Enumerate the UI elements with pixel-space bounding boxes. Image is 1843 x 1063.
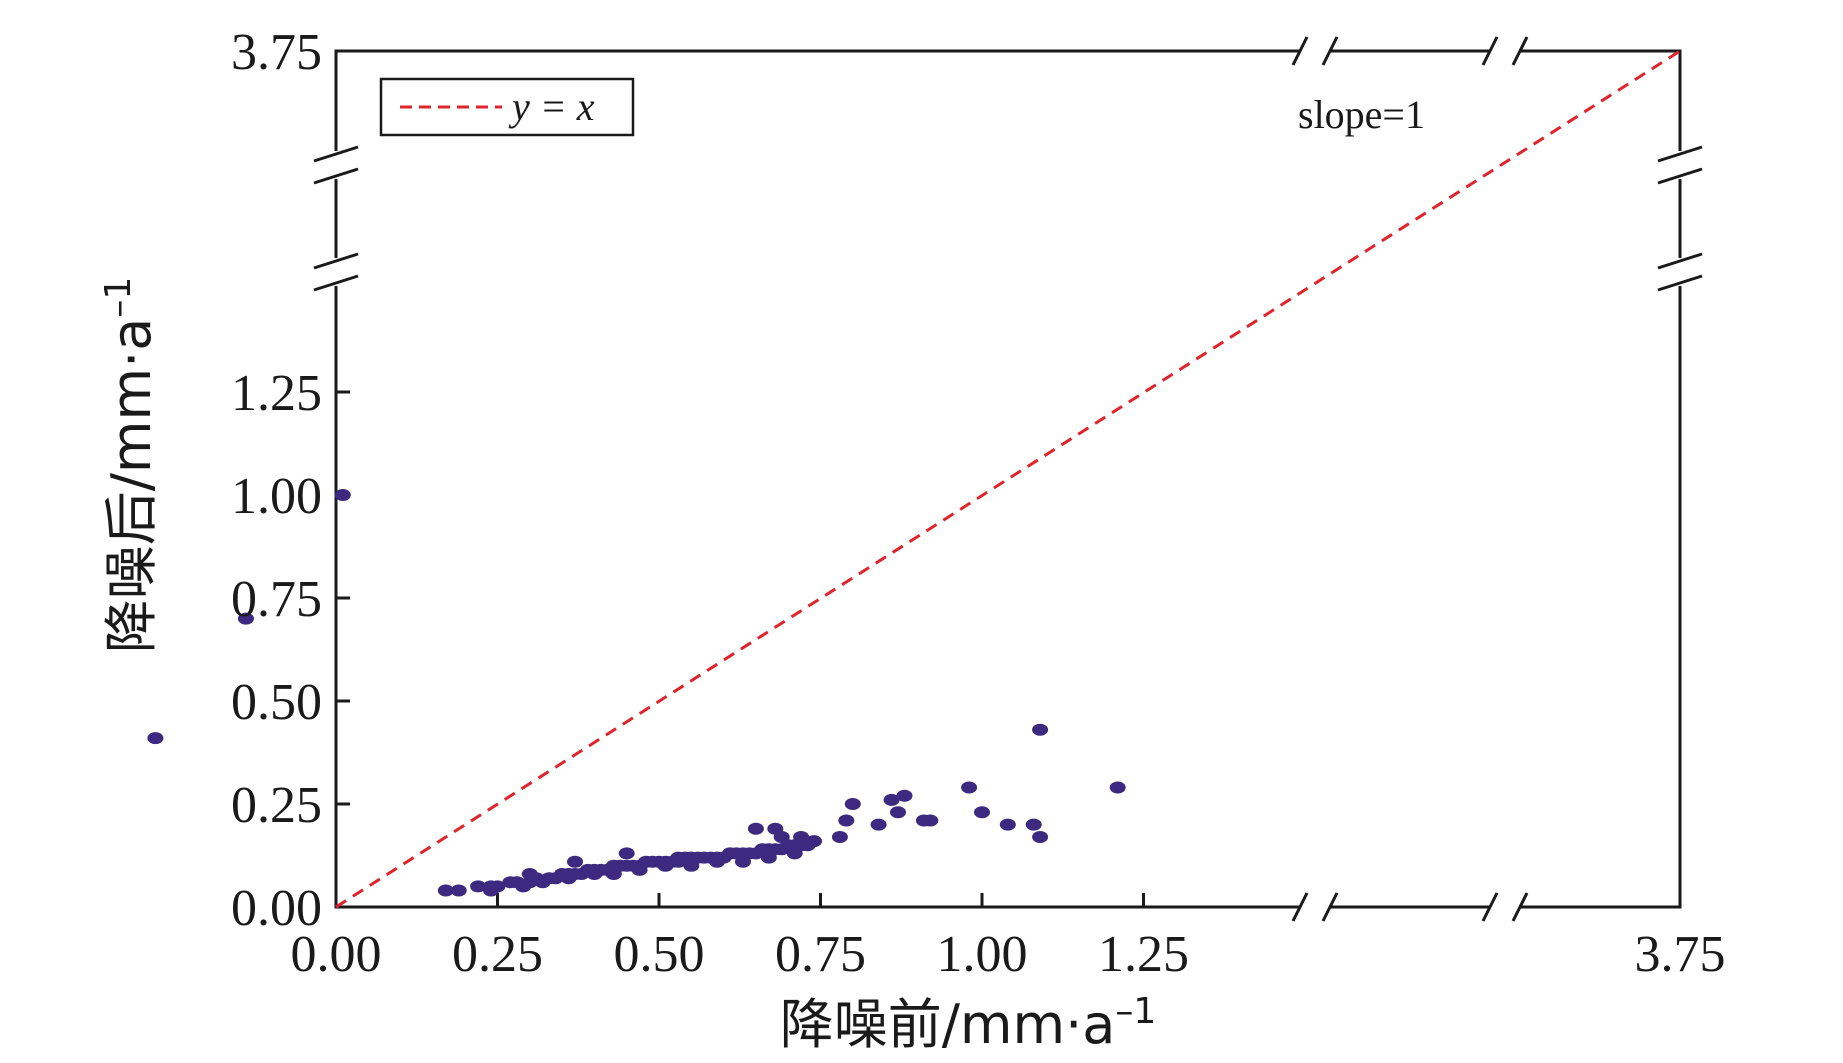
x-break-bottom-2 [1481, 892, 1529, 922]
scatter-point [1032, 723, 1049, 736]
scatter-point [1109, 781, 1126, 794]
scatter-point [1025, 818, 1042, 831]
scatter-point [870, 818, 887, 831]
slope-annotation: slope=1 [1298, 92, 1425, 137]
legend-box [379, 77, 635, 137]
x-axis-title-exponent: –1 [1115, 991, 1156, 1032]
y-axis-title-exponent: –1 [98, 277, 139, 318]
x-tick-label: 0.25 [452, 926, 543, 983]
scatter-point [470, 880, 487, 893]
scatter-point [618, 847, 635, 860]
axes [313, 36, 1703, 922]
scatter-point [483, 884, 499, 897]
scatter-point [670, 851, 687, 864]
scatter-point [450, 884, 467, 897]
scatter-point [806, 835, 822, 848]
x-axis-title: 降噪前/mm·a–1 [780, 991, 1157, 1056]
y-tick-label: 1.00 [231, 468, 322, 525]
scatter-point [683, 859, 700, 872]
y-tick-label: 3.75 [231, 24, 322, 81]
scatter-point [747, 822, 764, 835]
x-tick-label: 1.25 [1098, 926, 1189, 983]
y-break-left-2 [313, 252, 359, 292]
scatter-point [605, 868, 622, 880]
scatter-point [844, 798, 861, 810]
scatter-point [883, 793, 900, 806]
scatter-point [631, 863, 648, 876]
scatter-point [521, 868, 538, 880]
scatter-point [793, 831, 810, 843]
scatter-point [586, 868, 603, 880]
x-tick-label: 0.50 [614, 926, 705, 983]
scatter-point [961, 781, 978, 794]
legend-label: y = x [508, 84, 595, 129]
scatter-point [999, 818, 1016, 831]
y-break-left-1 [313, 145, 359, 185]
x-tick-label: 0.75 [775, 926, 866, 983]
scatter-point [534, 876, 551, 889]
scatter-point [437, 884, 454, 897]
y-tick-label: 1.25 [231, 365, 322, 422]
scatter-points [147, 489, 1126, 897]
scatter-point [334, 489, 351, 501]
y-tick-label: 0.00 [231, 880, 322, 937]
scatter-point [657, 859, 674, 872]
scatter-point [515, 880, 532, 893]
y-axis-title: 降噪后/mm·a–1 [98, 277, 163, 654]
plot-frame [334, 49, 1682, 909]
y-break-right-1 [1657, 145, 1703, 185]
scatter-point [767, 822, 784, 835]
scatter-point [896, 789, 913, 802]
reference-line [335, 49, 1681, 909]
reference-line-group [335, 49, 1681, 909]
scatter-point [922, 814, 939, 827]
y-tick-label: 0.25 [231, 777, 322, 834]
y-tick-label: 0.50 [231, 674, 322, 731]
scatter-point [722, 847, 739, 860]
x-break-top-2 [1481, 36, 1529, 66]
y-axis-title-text: 降噪后/mm·a [100, 318, 163, 654]
scatter-point [974, 806, 990, 819]
scatter-point [560, 872, 577, 885]
scatter-point [838, 814, 855, 827]
legend: y = x [379, 77, 635, 137]
scatter-point [147, 732, 164, 745]
scatter-point [890, 806, 906, 819]
tick-labels: 0.00 0.25 0.50 0.75 1.00 1.25 3.75 0.00 0.25 0.50… [231, 24, 1726, 983]
y-break-right-2 [1657, 252, 1703, 292]
scatter-point [567, 855, 583, 868]
x-break-bottom-1 [1291, 892, 1339, 922]
scatter-point [237, 612, 254, 625]
x-tick-label: 0.00 [291, 926, 382, 983]
y-tick-label: 0.75 [231, 571, 322, 628]
x-axis-title-text: 降噪前/mm·a [780, 993, 1116, 1056]
x-break-top-1 [1291, 36, 1339, 66]
scatter-point [786, 847, 803, 860]
scatter-point [709, 855, 726, 868]
scatter-point [1032, 831, 1049, 843]
scatter-point [735, 855, 751, 868]
scatter-point [831, 831, 848, 843]
scatter-point [760, 851, 777, 864]
x-tick-label: 3.75 [1635, 926, 1726, 983]
x-tick-label: 1.00 [937, 926, 1028, 983]
